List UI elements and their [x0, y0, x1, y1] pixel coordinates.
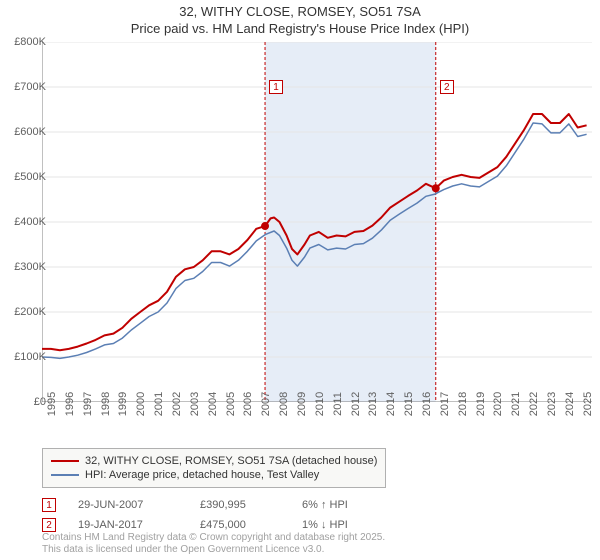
chart-container: 32, WITHY CLOSE, ROMSEY, SO51 7SA Price … [0, 0, 600, 560]
sale-row-1: 1 29-JUN-2007 £390,995 6% ↑ HPI [42, 498, 392, 512]
x-axis-tick-label: 2019 [475, 392, 487, 416]
y-axis-tick-label: £800K [14, 36, 46, 48]
x-axis-tick-label: 2005 [225, 392, 237, 416]
legend: 32, WITHY CLOSE, ROMSEY, SO51 7SA (detac… [42, 448, 386, 488]
chart-marker-icon: 1 [269, 80, 283, 94]
x-axis-tick-label: 2022 [528, 392, 540, 416]
legend-swatch-icon [51, 474, 79, 476]
x-axis-tick-label: 2023 [546, 392, 558, 416]
sale-marker-icon: 2 [42, 518, 56, 532]
sale-price: £390,995 [200, 499, 280, 511]
sale-pct: 6% ↑ HPI [302, 499, 392, 511]
x-axis-tick-label: 2020 [492, 392, 504, 416]
legend-swatch-icon [51, 460, 79, 462]
x-axis-tick-label: 2003 [189, 392, 201, 416]
title-line-1: 32, WITHY CLOSE, ROMSEY, SO51 7SA [0, 4, 600, 21]
x-axis-tick-label: 1997 [82, 392, 94, 416]
x-axis-tick-label: 2025 [582, 392, 594, 416]
x-axis-tick-label: 1999 [117, 392, 129, 416]
x-axis-tick-label: 2010 [314, 392, 326, 416]
y-axis-tick-label: £500K [14, 171, 46, 183]
chart-marker-icon: 2 [440, 80, 454, 94]
x-axis-tick-label: 2000 [135, 392, 147, 416]
title-line-2: Price paid vs. HM Land Registry's House … [0, 21, 600, 38]
x-axis-tick-label: 2002 [171, 392, 183, 416]
line-chart [42, 42, 592, 402]
x-axis-tick-label: 2009 [296, 392, 308, 416]
x-axis-tick-label: 2004 [207, 392, 219, 416]
x-axis-tick-label: 2011 [332, 392, 344, 416]
x-axis-tick-label: 2018 [457, 392, 469, 416]
sale-marker-icon: 1 [42, 498, 56, 512]
sale-row-2: 2 19-JAN-2017 £475,000 1% ↓ HPI [42, 518, 392, 532]
footer-line-2: This data is licensed under the Open Gov… [42, 544, 385, 556]
x-axis-tick-label: 2017 [439, 392, 451, 416]
y-axis-tick-label: £100K [14, 351, 46, 363]
legend-label: 32, WITHY CLOSE, ROMSEY, SO51 7SA (detac… [85, 455, 377, 467]
y-axis-tick-label: £400K [14, 216, 46, 228]
sale-date: 19-JAN-2017 [78, 519, 178, 531]
y-axis-tick-label: £0 [34, 396, 46, 408]
legend-label: HPI: Average price, detached house, Test… [85, 469, 319, 481]
sale-date: 29-JUN-2007 [78, 499, 178, 511]
y-axis-tick-label: £600K [14, 126, 46, 138]
x-axis-tick-label: 2014 [385, 392, 397, 416]
y-axis-tick-label: £700K [14, 81, 46, 93]
footer-attribution: Contains HM Land Registry data © Crown c… [42, 532, 385, 556]
x-axis-tick-label: 2006 [242, 392, 254, 416]
x-axis-tick-label: 2024 [564, 392, 576, 416]
x-axis-tick-label: 2001 [153, 392, 165, 416]
sale-price: £475,000 [200, 519, 280, 531]
x-axis-tick-label: 2016 [421, 392, 433, 416]
x-axis-tick-label: 2007 [260, 392, 272, 416]
x-axis-tick-label: 2008 [278, 392, 290, 416]
sale-pct: 1% ↓ HPI [302, 519, 392, 531]
legend-row: 32, WITHY CLOSE, ROMSEY, SO51 7SA (detac… [51, 455, 377, 467]
x-axis-tick-label: 2012 [350, 392, 362, 416]
legend-row: HPI: Average price, detached house, Test… [51, 469, 377, 481]
y-axis-tick-label: £200K [14, 306, 46, 318]
x-axis-tick-label: 1995 [46, 392, 58, 416]
x-axis-tick-label: 2013 [367, 392, 379, 416]
x-axis-tick-label: 2021 [510, 392, 522, 416]
footer-line-1: Contains HM Land Registry data © Crown c… [42, 532, 385, 544]
y-axis-tick-label: £300K [14, 261, 46, 273]
chart-title: 32, WITHY CLOSE, ROMSEY, SO51 7SA Price … [0, 0, 600, 38]
x-axis-tick-label: 2015 [403, 392, 415, 416]
x-axis-tick-label: 1996 [64, 392, 76, 416]
x-axis-tick-label: 1998 [100, 392, 112, 416]
